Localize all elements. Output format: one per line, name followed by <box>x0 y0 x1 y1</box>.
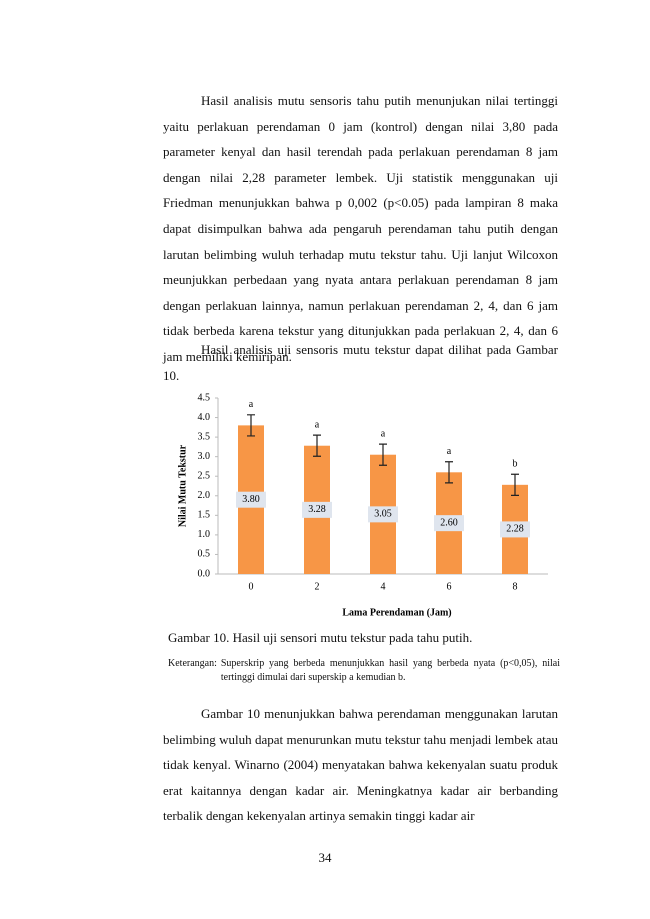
y-tick-label: 0.5 <box>198 549 211 560</box>
paragraph: Hasil analisis uji sensoris mutu tekstur… <box>163 342 558 383</box>
error-bar <box>247 414 255 437</box>
chart: 0.0 0.5 1.0 1.5 2.0 2.5 3.0 3.5 4.0 4.5 Nilai Mutu… <box>177 392 548 618</box>
x-tick-label: 4 <box>381 581 386 592</box>
value-label: 2.28 <box>506 524 524 535</box>
caption: Gambar 10. Hasil uji sensori mutu tekstu… <box>168 630 473 645</box>
x-axis-label: Lama Perendaman (Jam) <box>342 607 451 618</box>
y-tick-label: 3.5 <box>198 431 211 442</box>
y-tick-label: 4.5 <box>198 392 211 403</box>
x-tick-label: 8 <box>513 581 518 592</box>
superscript: a <box>381 428 386 439</box>
value-label-box <box>302 501 332 518</box>
paragraph: Gambar 10 menunjukkan bahwa perendaman m… <box>163 706 558 824</box>
error-bar <box>313 434 321 457</box>
superscript: a <box>249 399 254 410</box>
superscript: b <box>513 459 518 470</box>
error-bar <box>511 473 519 496</box>
y-tick-label: 4.0 <box>198 412 211 423</box>
value-label: 3.28 <box>308 504 326 515</box>
note-text: Superskrip yang berbeda menunjukkan hasi… <box>220 658 560 683</box>
value-label-box <box>434 515 464 532</box>
x-tick-label: 6 <box>447 581 452 592</box>
value-label: 3.05 <box>374 509 392 520</box>
value-label-box <box>236 491 266 508</box>
y-tick-label: 1.5 <box>198 510 211 521</box>
page-number: 34 <box>318 850 332 865</box>
value-label: 2.60 <box>440 517 458 528</box>
superscript: a <box>315 419 320 430</box>
y-tick-label: 2.0 <box>198 490 211 501</box>
y-tick-label: 0.0 <box>198 568 211 579</box>
value-label-box <box>368 506 398 523</box>
y-tick-label: 2.5 <box>198 471 211 482</box>
error-bar <box>445 461 453 484</box>
superscript: a <box>447 446 452 457</box>
paragraph: Hasil analisis mutu sensoris tahu putih … <box>163 93 558 364</box>
y-tick-label: 1.0 <box>198 529 211 540</box>
y-tick-label: 3.0 <box>198 451 211 462</box>
x-tick-label: 2 <box>315 581 320 592</box>
note: Keterangan: Superskrip yang berbeda menu… <box>168 657 560 685</box>
value-label-box <box>500 521 530 538</box>
error-bar <box>379 443 387 466</box>
note-label: Keterangan: <box>168 658 217 669</box>
y-axis-label: Nilai Mutu Tekstur <box>177 444 188 527</box>
value-label: 3.80 <box>242 494 260 505</box>
x-tick-label: 0 <box>249 581 254 592</box>
